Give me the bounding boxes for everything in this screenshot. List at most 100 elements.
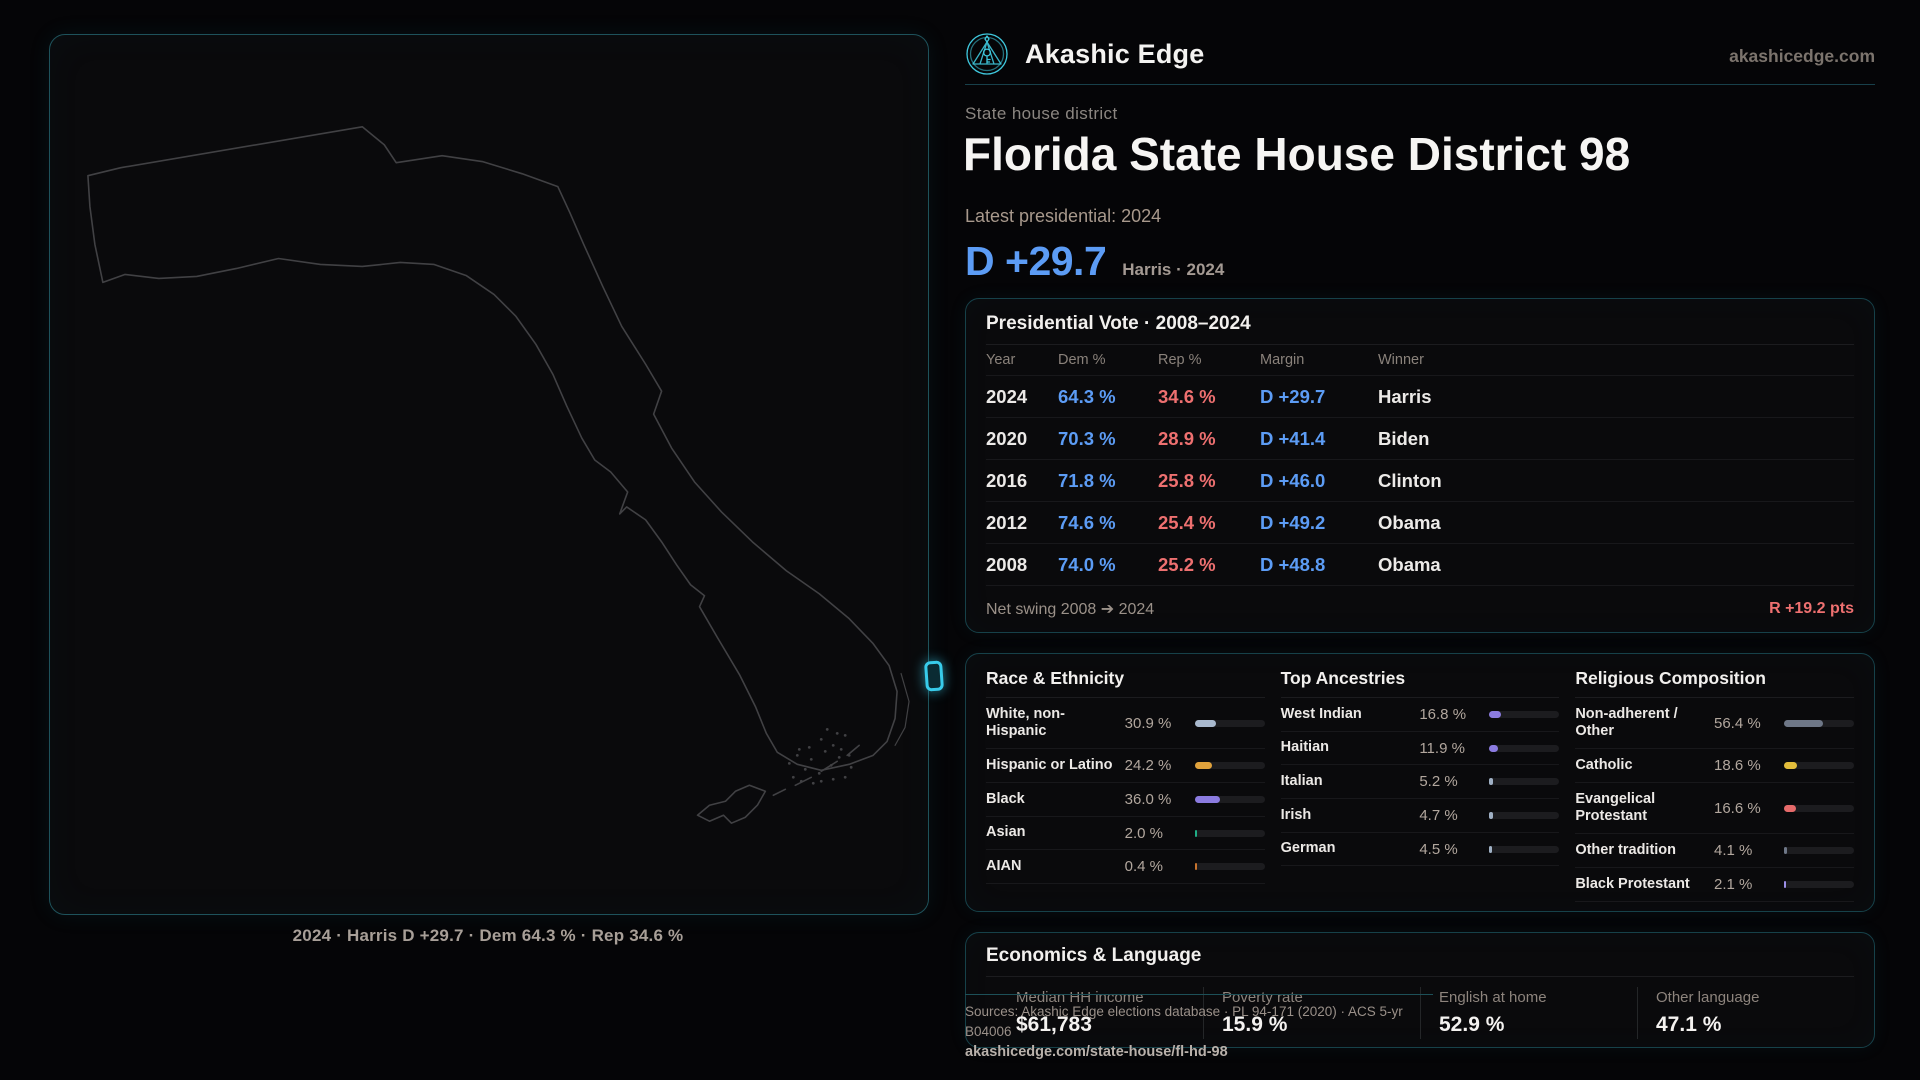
col-winner: Winner (1378, 352, 1424, 368)
col-dem: Dem % (1058, 352, 1106, 368)
page-title: Florida State House District 98 (963, 128, 1631, 180)
bay-islets (787, 728, 853, 785)
economics-card: Economics & Language Median HH income $6… (965, 932, 1875, 1048)
stat-row-label: Italian (1280, 772, 1323, 789)
stat-bar-track (1783, 804, 1854, 812)
stat-label: Median HH income (1016, 989, 1144, 1006)
stat-row: West Indian 16.8 % (1280, 698, 1560, 732)
religion-panel: Religious Composition Non-adherent / Oth… (1575, 668, 1854, 902)
brand-header: Akashic Edge (965, 32, 1204, 76)
presidential-title: Presidential Vote · 2008–2024 (986, 313, 1854, 345)
stat-row-label: Hispanic or Latino (986, 756, 1113, 773)
source-footer: Sources: Akashic Edge elections database… (965, 994, 1433, 1060)
stat-bar-fill (1783, 804, 1796, 812)
stat-row: Irish 4.7 % (1280, 799, 1560, 833)
economics-grid: Median HH income $61,783 Poverty rate 15… (986, 987, 1854, 1039)
net-swing-value: R +19.2 pts (1769, 600, 1854, 617)
site-domain-link[interactable]: akashicedge.com (1729, 46, 1875, 66)
stat-row-value: 2.1 % (1713, 875, 1753, 893)
presidential-card: Presidential Vote · 2008–2024 Year Dem %… (965, 298, 1875, 633)
religion-title: Religious Composition (1575, 668, 1854, 698)
stat-row-value: 24.2 % (1124, 757, 1172, 775)
presidential-row: 2008 74.0 % 25.2 % D +48.8 Obama (986, 544, 1854, 586)
stat-row-value: 30.9 % (1124, 714, 1172, 732)
stat-row-value: 5.2 % (1419, 773, 1458, 791)
pv-rep: 25.8 % (1158, 469, 1216, 491)
stat-row-value: 4.7 % (1419, 806, 1458, 824)
source-url[interactable]: akashicedge.com/state-house/fl-hd-98 (965, 1044, 1228, 1061)
stat-value: 15.9 % (1222, 1013, 1288, 1036)
east-coast-barrier (894, 672, 910, 746)
stat-bar-fill (1489, 744, 1498, 752)
pv-winner: Obama (1378, 511, 1441, 533)
stat-bar-fill (1194, 762, 1212, 770)
latest-presidential-label: Latest presidential: 2024 (965, 206, 1162, 226)
stat-row-label: Asian (986, 824, 1026, 841)
presidential-row: 2020 70.3 % 28.9 % D +41.4 Biden (986, 418, 1854, 460)
stat-row-value: 36.0 % (1124, 790, 1172, 808)
stat-bar-track (1194, 762, 1265, 770)
stat-row: German 4.5 % (1280, 833, 1560, 867)
stat-bar-fill (1783, 719, 1824, 727)
presidential-row: 2016 71.8 % 25.8 % D +46.0 Clinton (986, 460, 1854, 502)
net-swing-row: Net swing 2008 ➔ 2024 R +19.2 pts (986, 586, 1854, 619)
florida-outline (87, 125, 898, 772)
race-panel: Race & Ethnicity White, non-Hispanic 30.9… (986, 668, 1265, 902)
pv-dem: 70.3 % (1058, 427, 1116, 449)
stat-bar-track (1783, 880, 1854, 888)
stat-bar-fill (1489, 845, 1493, 853)
stat-bar-track (1783, 847, 1854, 855)
stat-row-value: 4.1 % (1713, 842, 1753, 860)
stat-row: Haitian 11.9 % (1280, 732, 1560, 766)
pv-winner: Clinton (1378, 469, 1442, 491)
stat-row: Other tradition 4.1 % (1575, 834, 1854, 869)
economics-title: Economics & Language (986, 945, 1854, 977)
header-divider (965, 84, 1875, 85)
stat-row-label: Black (986, 790, 1025, 807)
stat-row-label: German (1280, 840, 1336, 857)
stat-row: Black Protestant 2.1 % (1575, 868, 1854, 902)
stat-bar-fill (1194, 795, 1220, 803)
stat-row-label: Non-adherent / Other (1575, 705, 1678, 740)
florida-map-svg (87, 125, 910, 825)
presidential-row: 2024 64.3 % 34.6 % D +29.7 Harris (986, 376, 1854, 418)
stat-bar-fill (1194, 719, 1217, 727)
econ-stat-english-at-home: English at home 52.9 % (1420, 987, 1637, 1039)
stat-bar-track (1489, 744, 1560, 752)
stat-bar-track (1489, 778, 1560, 786)
stat-row-label: Other tradition (1575, 841, 1677, 858)
pv-margin: D +48.8 (1260, 553, 1326, 575)
col-rep: Rep % (1158, 352, 1202, 368)
stat-label: Other language (1656, 989, 1760, 1006)
econ-stat-poverty-rate: Poverty rate 15.9 % (1203, 987, 1420, 1039)
brand-name: Akashic Edge (1025, 38, 1205, 69)
stat-row-value: 2.0 % (1124, 824, 1164, 842)
margin-context: Harris · 2024 (1122, 260, 1225, 279)
stat-row: Hispanic or Latino 24.2 % (986, 749, 1265, 784)
pv-rep: 34.6 % (1158, 385, 1216, 407)
stat-row-label: West Indian (1280, 705, 1362, 722)
stat-bar-track (1489, 811, 1560, 819)
net-swing-label: Net swing 2008 ➔ 2024 (986, 601, 1155, 618)
presidential-row: 2012 74.6 % 25.4 % D +49.2 Obama (986, 502, 1854, 544)
stat-bar-track (1783, 719, 1854, 727)
stat-row: AIAN 0.4 % (986, 850, 1265, 885)
stat-bar-track (1194, 719, 1265, 727)
stat-row-label: Haitian (1280, 739, 1329, 756)
stat-bar-fill (1489, 811, 1493, 819)
pv-dem: 64.3 % (1058, 385, 1116, 407)
pv-winner: Obama (1378, 553, 1441, 575)
demographics-card: Race & Ethnicity White, non-Hispanic 30.9… (965, 653, 1875, 912)
race-title: Race & Ethnicity (986, 668, 1265, 698)
stat-label: Poverty rate (1222, 989, 1303, 1006)
table-header: Year Dem % Rep % Margin Winner (986, 345, 1854, 376)
stat-row-label: White, non-Hispanic (986, 705, 1065, 740)
econ-stat-other-language: Other language 47.1 % (1637, 987, 1854, 1039)
pv-year: 2024 (986, 385, 1028, 407)
col-year: Year (986, 352, 1016, 368)
margin-row: D +29.7 Harris · 2024 (965, 238, 1224, 285)
stat-row: White, non-Hispanic 30.9 % (986, 698, 1265, 750)
pv-year: 2016 (986, 469, 1028, 491)
stat-row-value: 4.5 % (1419, 840, 1458, 858)
